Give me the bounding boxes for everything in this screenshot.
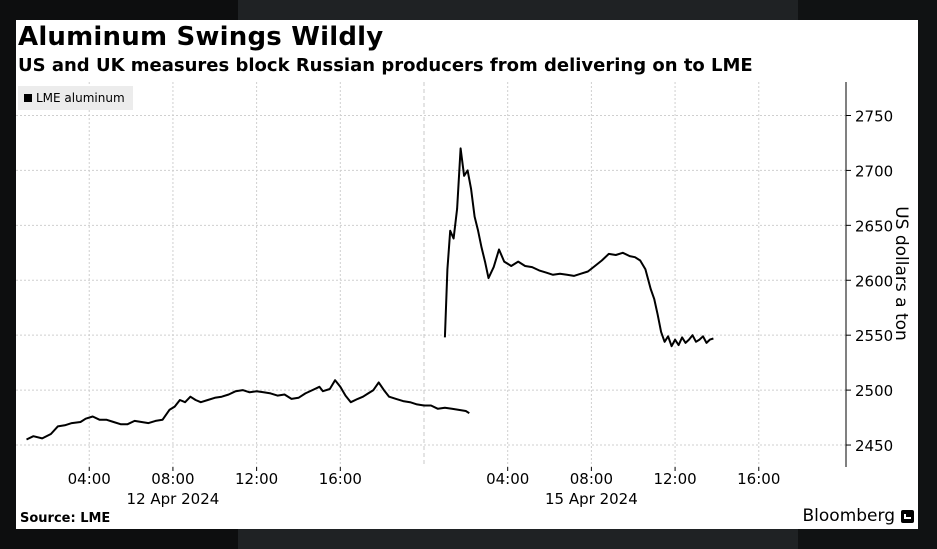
x-tick-label: 08:00 [151,470,194,488]
y-tick-label: 2600 [855,272,893,290]
series-line-15-apr [443,147,714,348]
source-note: Source: LME [20,511,111,526]
x-tick-label: 12:00 [235,470,278,488]
x-date-label: 12 Apr 2024 [127,490,220,508]
y-tick-label: 2450 [855,437,893,455]
chart-card: Aluminum Swings Wildly US and UK measure… [16,20,918,529]
chart-title: Aluminum Swings Wildly [18,22,384,52]
y-tick-label: 2500 [855,382,893,400]
y-tick-label: 2550 [855,327,893,345]
y-axis-title: US dollars a ton [891,206,911,341]
chart-legend: LME aluminum [18,86,133,110]
brand-logo: Bloomberg [803,506,914,526]
y-tick-label: 2750 [855,107,893,125]
x-tick-label: 12:00 [653,470,696,488]
x-date-label: 15 Apr 2024 [545,490,638,508]
chart-subtitle: US and UK measures block Russian produce… [18,55,753,76]
legend-label: LME aluminum [36,91,125,105]
bloomberg-terminal-icon [901,509,914,523]
x-tick-label: 08:00 [570,470,613,488]
legend-swatch [24,94,32,102]
y-tick-label: 2650 [855,217,893,235]
x-tick-label: 16:00 [319,470,362,488]
brand-name: Bloomberg [802,506,895,526]
x-tick-label: 16:00 [737,470,780,488]
line-chart: 2450 2500 2550 2600 2650 2700 2750 04:00 08:00 12… [16,82,911,508]
series-line-12-apr [26,379,470,441]
x-tick-label: 04:00 [68,470,111,488]
y-tick-label: 2700 [855,162,893,180]
x-tick-label: 04:00 [486,470,529,488]
